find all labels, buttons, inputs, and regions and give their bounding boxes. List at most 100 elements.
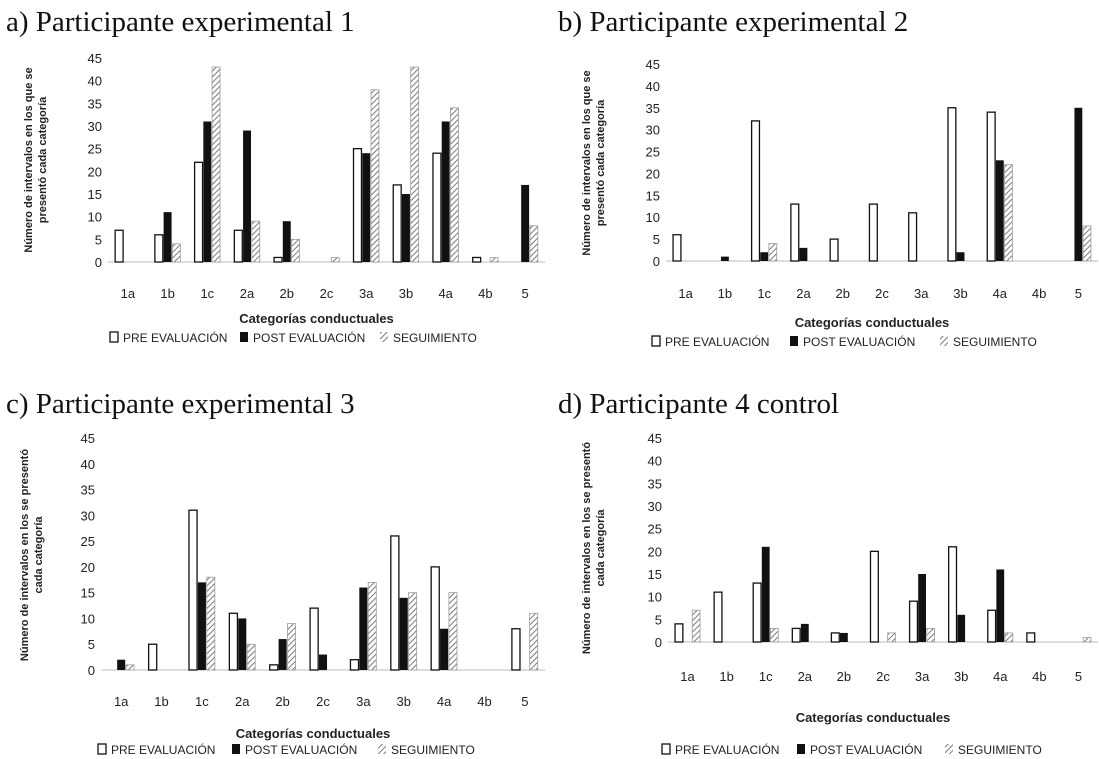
x-tick-label: 2b	[837, 669, 851, 684]
y-tick-label: 40	[648, 454, 662, 469]
x-tick-label: 4a	[993, 669, 1008, 684]
x-tick-label: 3a	[359, 286, 374, 301]
y-tick-label: 40	[88, 74, 102, 89]
chart-title-c: c) Participante experimental 3	[6, 388, 355, 420]
x-tick-label: 2c	[316, 694, 330, 709]
legend-swatch-seguimiento	[380, 332, 388, 342]
x-tick-label: 2a	[240, 286, 255, 301]
bar-post-evaluacion	[995, 160, 1004, 261]
y-tick-label: 25	[81, 534, 95, 549]
bar-pre-evaluacion	[269, 664, 279, 671]
bar-seguimiento	[367, 581, 377, 671]
bar-post-evaluacion	[282, 221, 291, 262]
legend-label: SEGUIMIENTO	[391, 743, 475, 757]
x-tick-label: 1b	[718, 286, 732, 301]
bar-seguimiento	[768, 243, 778, 262]
bar-seguimiento	[770, 628, 779, 643]
x-tick-label: 1c	[757, 286, 771, 301]
x-tick-label: 2a	[235, 694, 250, 709]
bar-seguimiento	[448, 592, 458, 671]
bar-post-evaluacion	[440, 628, 449, 670]
x-tick-label: 5	[522, 286, 529, 301]
bar-pre-evaluacion	[188, 509, 198, 671]
chart-title-d: d) Participante 4 control	[558, 388, 840, 420]
bar-post-evaluacion	[362, 153, 371, 262]
x-tick-label: 1c	[759, 669, 773, 684]
bar-pre-evaluacion	[987, 609, 997, 643]
x-tick-label: 2b	[280, 286, 294, 301]
bar-post-evaluacion	[1074, 107, 1083, 262]
bar-seguimiento	[211, 66, 221, 263]
y-tick-label: 35	[648, 476, 662, 491]
bar-pre-evaluacion	[193, 161, 204, 263]
legend-label: POST EVALUACIÓN	[245, 742, 357, 757]
bar-post-evaluacion	[243, 130, 252, 262]
bar-pre-evaluacion	[114, 229, 124, 263]
bar-seguimiento	[246, 643, 256, 671]
bar-seguimiento	[125, 664, 135, 671]
bar-post-evaluacion	[318, 654, 328, 670]
bar-post-evaluacion	[278, 639, 287, 670]
x-tick-label: 3a	[914, 286, 929, 301]
y-tick-label: 15	[646, 188, 660, 203]
bar-seguimiento	[206, 576, 216, 671]
bar-seguimiento	[370, 89, 380, 263]
y-tick-label: 5	[655, 612, 662, 627]
chart-c: 0 5 10 15 20 25 30 35 40 45 1a 1b 1c 2a 2b 2c 3a 3b 4a 4b 5 C…	[19, 431, 545, 757]
bar-seguimiento	[887, 632, 896, 643]
bar-pre-evaluacion	[1026, 632, 1036, 643]
x-tick-label: 3b	[399, 286, 413, 301]
bar-post-evaluacion	[840, 632, 848, 642]
legend-label: PRE EVALUACIÓN	[675, 742, 779, 757]
x-tick-label: 4b	[1032, 669, 1046, 684]
x-axis-title: Categorías conductuales	[796, 710, 951, 725]
y-tick-label: 15	[81, 586, 95, 601]
legend-label: POST EVALUACIÓN	[810, 742, 922, 757]
bar-post-evaluacion	[800, 623, 809, 642]
legend-label: PRE EVALUACIÓN	[123, 330, 227, 345]
y-tick-label: 45	[81, 431, 95, 446]
bar-seguimiento	[529, 612, 539, 671]
bar-seguimiento	[1082, 225, 1092, 262]
bar-pre-evaluacion	[511, 628, 521, 671]
bar-pre-evaluacion	[791, 627, 801, 643]
x-tick-label: 1c	[200, 286, 214, 301]
bar-pre-evaluacion	[147, 643, 158, 671]
bar-seguimiento	[926, 628, 935, 643]
bar-seguimiento	[251, 220, 261, 263]
bar-post-evaluacion	[760, 252, 769, 261]
bar-pre-evaluacion	[472, 256, 482, 263]
x-tick-label: 1a	[680, 669, 695, 684]
bar-seguimiento	[529, 225, 539, 263]
bar-post-evaluacion	[197, 582, 206, 670]
y-tick-label: 35	[81, 483, 95, 498]
chart-a: 0 5 10 15 20 25 30 35 40 45 1a 1b 1c 2a 2b 2c 3a 3b 4a 4b 5 C…	[23, 51, 545, 345]
bar-seguimiento	[691, 609, 701, 643]
x-axis-title: Categorías conductuales	[236, 726, 391, 741]
bar-post-evaluacion	[720, 256, 729, 261]
bar-seguimiento	[489, 257, 499, 263]
bar-pre-evaluacion	[432, 152, 442, 263]
legend-label: SEGUIMIENTO	[393, 331, 477, 345]
y-tick-label: 5	[653, 232, 660, 247]
y-tick-label: 35	[88, 96, 102, 111]
bar-post-evaluacion	[399, 597, 408, 670]
bar-post-evaluacion	[163, 212, 172, 262]
bar-seguimiento	[171, 243, 181, 263]
bar-pre-evaluacion	[228, 612, 239, 671]
x-tick-label: 4a	[993, 286, 1008, 301]
legend-swatch-seguimiento	[945, 744, 953, 754]
legend-label: POST EVALUACIÓN	[253, 330, 365, 345]
y-tick-label: 15	[648, 567, 662, 582]
bar-pre-evaluacion	[948, 546, 958, 643]
y-tick-label: 0	[653, 254, 660, 269]
bar-pre-evaluacion	[752, 582, 762, 643]
x-tick-label: 3a	[356, 694, 371, 709]
bar-pre-evaluacion	[392, 184, 402, 263]
bar-seguimiento	[408, 592, 418, 671]
y-axis-title: Número de intervalos en los que se presen…	[581, 70, 607, 255]
bar-pre-evaluacion	[868, 203, 878, 262]
x-tick-label: 4b	[1032, 286, 1046, 301]
bar-pre-evaluacion	[352, 148, 363, 263]
bar-post-evaluacion	[957, 614, 966, 642]
